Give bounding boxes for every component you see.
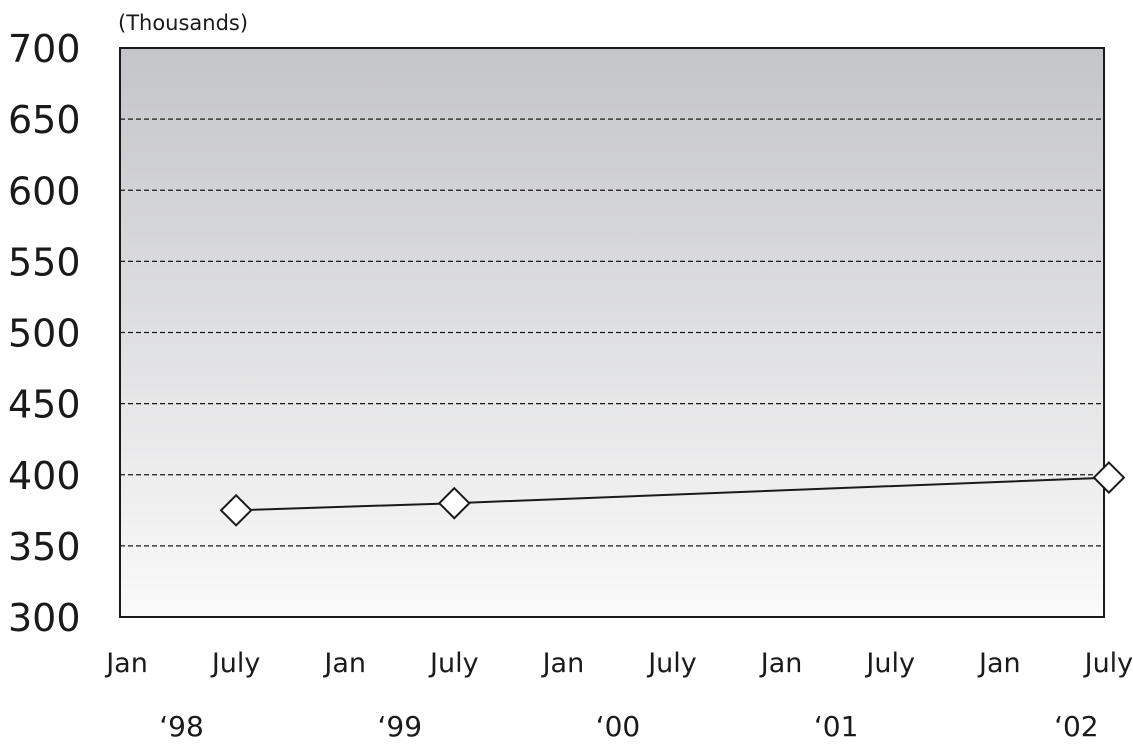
y-tick-label: 650 <box>8 98 81 142</box>
x-year-label: ‘00 <box>596 710 641 743</box>
y-tick-label: 300 <box>8 596 81 640</box>
x-year-label: ‘99 <box>377 710 422 743</box>
data-point-marker <box>219 493 253 527</box>
y-tick-label: 550 <box>8 240 81 284</box>
x-year-label: ‘02 <box>1054 710 1099 743</box>
data-point-marker <box>1092 461 1126 495</box>
x-tick-label: Jan <box>977 648 1021 679</box>
x-tick-label: July <box>864 648 915 679</box>
y-tick-label: 500 <box>8 312 81 356</box>
x-tick-label: July <box>428 648 479 679</box>
x-tick-label: July <box>210 648 261 679</box>
x-tick-label: Jan <box>104 648 148 679</box>
series <box>219 461 1126 527</box>
gridlines <box>120 118 1104 547</box>
y-tick-label: 700 <box>8 27 81 71</box>
year-labels: ‘98 ‘99 ‘00 ‘01 ‘02 <box>159 710 1098 743</box>
x-tick-label: Jan <box>541 648 585 679</box>
x-year-label: ‘01 <box>814 710 859 743</box>
x-tick-label: Jan <box>322 648 366 679</box>
x-tick-label: Jan <box>759 648 803 679</box>
y-tick-label: 400 <box>8 454 81 498</box>
y-tick-label: 450 <box>8 383 81 427</box>
y-tick-label: 350 <box>8 525 81 569</box>
x-tick-label: July <box>1083 648 1133 679</box>
x-year-label: ‘98 <box>159 710 204 743</box>
data-point-marker <box>437 486 471 520</box>
x-tick-label: July <box>646 648 697 679</box>
y-axis-ticks: 700 650 600 550 500 450 400 350 300 <box>8 27 81 640</box>
y-tick-label: 600 <box>8 169 81 213</box>
unit-label: (Thousands) <box>118 11 248 35</box>
x-axis-ticks: Jan July Jan July Jan July Jan July Jan July <box>104 648 1133 679</box>
